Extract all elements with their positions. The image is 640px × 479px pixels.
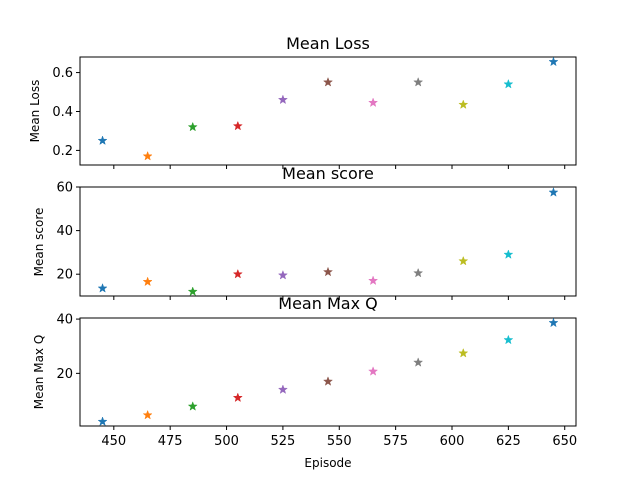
data-point <box>97 135 108 145</box>
data-point <box>232 268 243 279</box>
y-tick-label: 0.2 <box>52 144 73 159</box>
panel-2-plot: 20 40 60 <box>56 181 577 300</box>
data-point <box>548 317 559 328</box>
data-point <box>548 56 559 67</box>
data-point <box>142 276 153 287</box>
axes-frame <box>79 317 577 427</box>
panel-2-ylabel: Mean score <box>32 208 46 277</box>
data-point <box>277 384 288 394</box>
data-point <box>503 78 514 89</box>
data-point <box>187 286 198 296</box>
data-point <box>368 275 379 286</box>
data-point <box>232 392 243 403</box>
data-point <box>232 120 243 131</box>
panel-2-title: Mean score <box>282 164 374 183</box>
data-point <box>458 99 469 109</box>
data-point <box>277 94 288 105</box>
y-tick-label: 60 <box>56 181 73 196</box>
data-point <box>503 249 514 259</box>
axes-frame <box>79 56 577 166</box>
data-point <box>503 334 514 345</box>
data-point <box>322 266 334 277</box>
data-point <box>142 150 153 161</box>
data-point <box>187 121 198 132</box>
data-point <box>322 76 334 87</box>
x-tick-label: 525 <box>270 434 295 449</box>
x-tick-label: 550 <box>327 434 352 449</box>
x-tick-label: 500 <box>214 434 239 449</box>
data-point <box>97 283 108 293</box>
data-point <box>413 76 424 87</box>
panel-3-plot: 20 40 450 475 500 525 550 575 600 625 650 <box>56 313 577 449</box>
x-tick-label: 575 <box>383 434 408 449</box>
panel-mean-max-q: Mean Max Q Mean Max Q 20 40 450 475 500 525 55… <box>32 294 577 470</box>
data-point <box>548 187 559 197</box>
x-tick-label: 475 <box>158 434 183 449</box>
data-point <box>458 255 469 266</box>
data-point <box>97 416 108 426</box>
y-tick-label: 40 <box>56 313 73 328</box>
data-point <box>368 366 379 376</box>
axes-frame <box>79 186 577 297</box>
x-tick-label: 450 <box>101 434 126 449</box>
data-point <box>322 376 334 386</box>
y-tick-label: 20 <box>56 367 73 382</box>
data-point <box>413 357 424 367</box>
panel-3-title: Mean Max Q <box>278 294 377 313</box>
data-point <box>142 409 153 420</box>
y-tick-label: 20 <box>56 268 73 283</box>
x-tick-label: 600 <box>440 434 465 449</box>
y-tick-label: 0.4 <box>52 105 73 120</box>
data-point <box>413 267 424 278</box>
x-tick-label: 650 <box>552 434 577 449</box>
panel-1-ylabel: Mean Loss <box>28 80 42 143</box>
panel-mean-score: Mean score Mean score 20 40 60 <box>32 164 577 300</box>
panel-mean-loss: Mean Loss Mean Loss 0.2 0.4 0.6 <box>28 34 577 169</box>
data-point <box>277 269 288 280</box>
data-point <box>368 97 379 108</box>
data-point <box>458 347 469 358</box>
panel-3-ylabel: Mean Max Q <box>32 335 46 410</box>
panel-1-title: Mean Loss <box>286 34 370 53</box>
x-axis-label: Episode <box>304 456 351 470</box>
y-tick-label: 0.6 <box>52 66 73 81</box>
panel-1-plot: 0.2 0.4 0.6 <box>52 56 577 169</box>
x-tick-label: 625 <box>496 434 521 449</box>
data-point <box>187 401 198 411</box>
y-tick-label: 40 <box>56 224 73 239</box>
